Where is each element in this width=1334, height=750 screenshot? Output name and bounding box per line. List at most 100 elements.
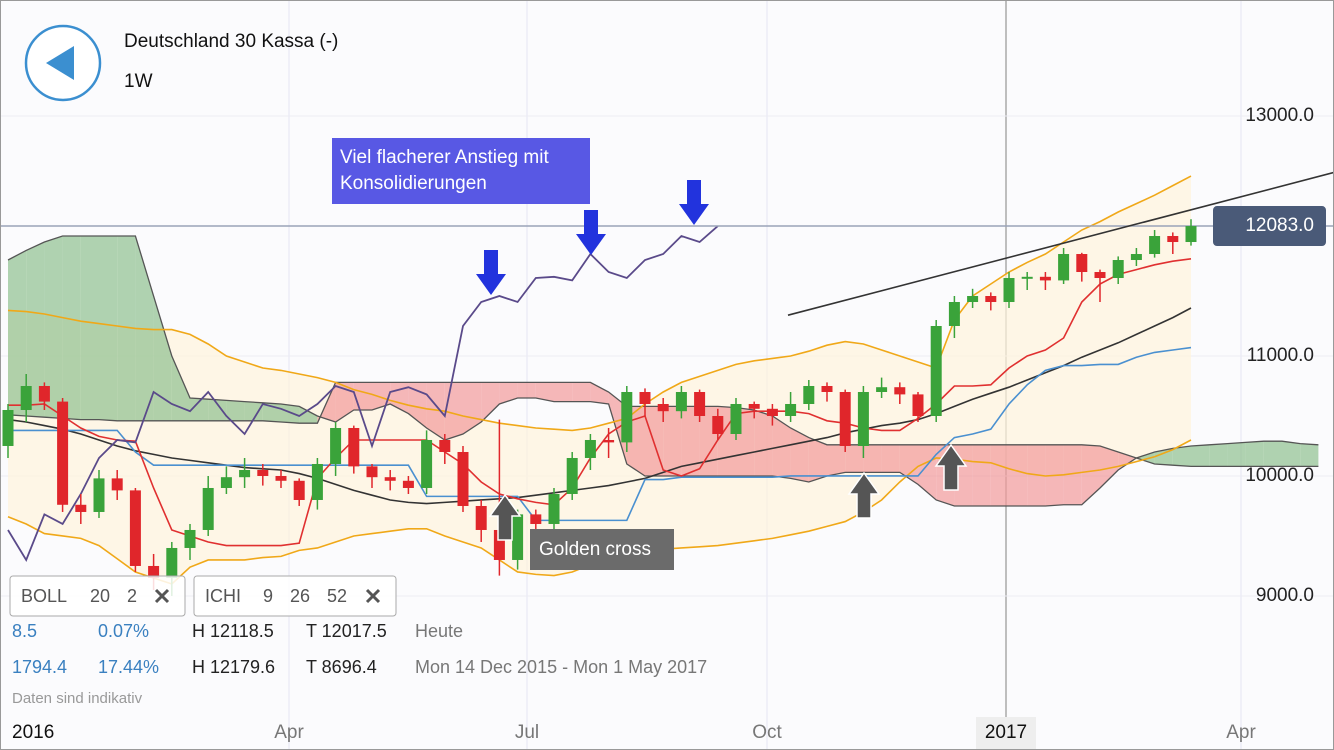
candle-body [1003,278,1015,303]
candle-body [675,391,687,412]
cloud-segment [1136,451,1155,464]
cloud-segment [1081,444,1100,505]
candle-body [694,391,706,416]
cloud-segment [62,236,81,420]
candle-body [639,391,651,404]
cloud-segment [499,382,518,404]
tenkan-line [8,258,1192,547]
candle-body [366,466,378,478]
cloud-segment [1172,445,1191,467]
arrow [576,210,606,255]
info-value: Heute [415,621,463,641]
candle-body [712,415,724,434]
candle-body [566,457,578,494]
cloud-segment [827,444,846,476]
chip-close[interactable] [154,588,170,604]
cloud-segment [1154,448,1173,466]
candle-body [530,514,542,524]
disclaimer: Daten sind indikativ [12,690,143,707]
cloud-segment [754,409,773,476]
band-upper [7,175,1192,432]
candle-body [821,385,833,392]
candle-body [1130,254,1142,261]
candle-body [657,403,669,412]
chip-close[interactable] [365,588,381,604]
cloud-segment [1227,442,1246,467]
cloud-segment [281,403,300,424]
candle-body [1185,226,1197,243]
chip-param: 26 [290,586,310,606]
back-arrow[interactable] [46,46,74,80]
candle-body [57,401,69,505]
cloud-segment [8,250,27,416]
info-value: T 12017.5 [306,621,387,641]
cloud-segment [463,382,482,434]
cloud-segment [353,382,372,410]
candle-body [584,439,596,458]
cloud-segment [535,382,554,402]
candle-body [548,493,560,524]
cloud-segment [190,397,209,421]
annotation-text: Golden cross [539,539,651,560]
cloud-segment [663,406,682,476]
arrow [847,471,881,519]
candle-body [293,480,305,500]
candle-body [1039,276,1051,281]
info-value: H 12179.6 [192,657,275,677]
arrow [934,443,968,491]
candle-body [985,296,997,303]
candle-body [748,403,760,409]
indicator-chip[interactable]: ICHI 9 26 52 [193,575,397,617]
candle-body [803,385,815,404]
chip-box[interactable] [9,575,186,617]
chip-param: 9 [263,586,273,606]
cloud-segment [44,236,63,419]
instrument-title: Deutschland 30 Kassa (-) [124,31,338,52]
candle-body [20,385,32,410]
cloud-segment [99,236,118,421]
cloud-edge [7,235,1319,507]
cloud-segment [1209,443,1228,467]
cloud-segment [990,444,1009,506]
annotation-box [530,529,674,570]
arrow [476,250,506,295]
candle-body [621,391,633,443]
cloud-segment [226,400,245,421]
info-value: H 12118.5 [192,621,274,641]
cloud-segment [1063,444,1082,505]
x-tick-label: Apr [1226,722,1256,743]
candle-body [857,391,869,446]
cloud-segment [1300,443,1319,467]
annotation-text: Viel flacherer Anstieg mit [340,147,549,168]
price-tag [1213,206,1326,247]
cloud-segment [1009,444,1028,506]
indicator-chip[interactable]: BOLL 20 2 [9,575,186,617]
chip-box[interactable] [193,575,397,617]
annotation-text: Konsolidierungen [340,173,487,194]
candle-body [421,439,433,488]
price-tag-label: 12083.0 [1245,215,1314,236]
cloud-segment [117,236,136,421]
cloud-segment [881,444,900,473]
candle-body [38,385,50,402]
candle-body [457,451,469,506]
candle-body [967,296,979,303]
cloud-segment [335,382,354,422]
x-tick-label: Jul [515,722,539,743]
arrow [679,180,709,225]
trendline [787,171,1334,316]
y-tick-label: 13000.0 [1245,105,1314,126]
x-tick-label: Oct [752,722,782,743]
cloud-segment [572,382,591,402]
candle-body [766,408,778,416]
info-value: 1794.4 [12,657,67,677]
chikou-line [7,225,719,562]
cloud-segment [590,382,609,404]
cloud-segment [80,236,99,420]
info-value: 17.44% [98,657,159,677]
candle-body [1021,276,1033,279]
candle-body [330,427,342,464]
back-button[interactable] [24,24,102,102]
cloud-segment [1245,441,1264,467]
